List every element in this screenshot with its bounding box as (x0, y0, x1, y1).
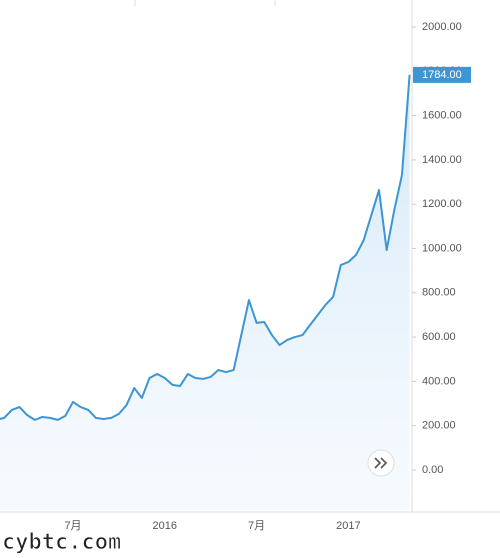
last-value-label: 1784.00 (422, 69, 462, 81)
x-tick-label: 7月 (248, 520, 265, 532)
plot-area (0, 74, 411, 510)
y-tick-label: 400.00 (422, 375, 456, 387)
y-tick-label: 800.00 (422, 287, 456, 299)
y-tick-label: 1400.00 (422, 154, 462, 166)
y-tick-label: 1200.00 (422, 198, 462, 210)
x-tick-label: 7月 (64, 520, 81, 532)
x-tick-label: 2017 (336, 520, 360, 532)
chevron-icon[interactable] (374, 457, 388, 469)
watermark: cybtc.com (2, 530, 121, 555)
y-tick-label: 1600.00 (422, 110, 462, 122)
scroll-button[interactable] (367, 449, 395, 477)
price-line (0, 74, 411, 421)
area-fill (0, 74, 410, 510)
last-value-box (413, 66, 471, 83)
y-tick-label: 1000.00 (422, 242, 462, 254)
y-tick-label: 2000.00 (422, 21, 462, 33)
y-tick-label: 200.00 (422, 420, 456, 432)
y-tick-label: 600.00 (422, 331, 456, 343)
x-tick-label: 2016 (153, 520, 177, 532)
y-tick-label: 0.00 (422, 464, 443, 476)
